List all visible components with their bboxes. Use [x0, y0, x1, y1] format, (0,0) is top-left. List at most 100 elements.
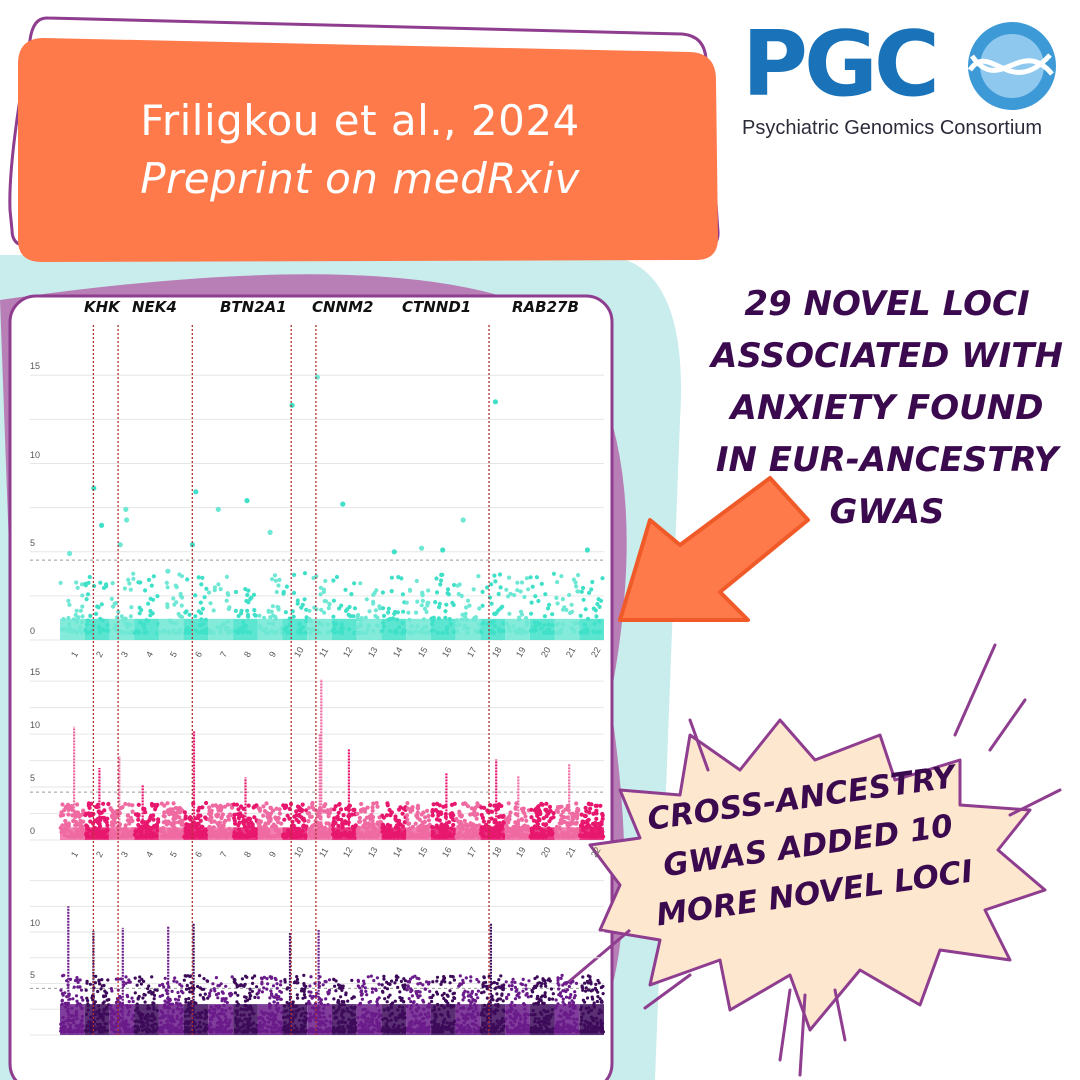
snp-point — [595, 601, 600, 607]
snp-point — [465, 598, 471, 603]
snp-band — [455, 618, 481, 640]
snp-point — [193, 593, 198, 598]
snp-point — [218, 587, 223, 592]
snp-point — [249, 595, 254, 600]
snp-point — [204, 800, 209, 806]
snp-point — [270, 577, 275, 582]
snp-point — [271, 984, 276, 988]
snp-point — [435, 979, 439, 983]
snp-point — [83, 583, 88, 588]
snp-point — [385, 801, 390, 806]
snp-point — [400, 592, 405, 597]
snp-band — [356, 1004, 382, 1035]
snp-point — [284, 584, 289, 589]
snp-point — [479, 805, 484, 810]
snp-point — [399, 979, 403, 984]
snp-band — [158, 618, 184, 640]
snp-point — [332, 807, 337, 812]
snp-point — [405, 813, 410, 818]
snp-point — [182, 810, 187, 815]
snp-point — [476, 989, 480, 993]
snp-point — [222, 804, 227, 809]
snp-point — [388, 982, 392, 987]
snp-point — [127, 1000, 131, 1004]
snp-point — [519, 580, 525, 585]
snp-point — [413, 821, 418, 826]
snp-point — [380, 590, 385, 595]
snp-point — [163, 976, 167, 980]
snp-point — [97, 979, 101, 983]
snp-point — [547, 602, 552, 607]
snp-point — [506, 594, 511, 599]
snp-point — [346, 999, 350, 1003]
snp-point — [63, 805, 68, 810]
snp-point — [139, 607, 144, 613]
peak-point — [123, 506, 129, 512]
snp-point — [499, 974, 503, 978]
snp-band — [183, 1004, 209, 1035]
peak-point — [244, 498, 250, 504]
snp-point — [418, 981, 422, 985]
snp-point — [436, 813, 441, 818]
snp-point — [352, 581, 357, 586]
snp-point — [183, 814, 188, 819]
snp-point — [420, 593, 425, 598]
snp-point — [435, 801, 440, 807]
snp-point — [471, 587, 476, 592]
snp-point — [401, 985, 405, 989]
snp-point — [158, 983, 162, 988]
snp-point — [407, 997, 411, 1001]
snp-point — [291, 590, 297, 596]
snp-point — [544, 801, 549, 806]
snp-point — [113, 811, 118, 816]
snp-band — [233, 618, 258, 640]
snp-point — [230, 975, 234, 979]
snp-point — [208, 812, 213, 817]
snp-point — [406, 821, 411, 827]
snp-point — [180, 984, 184, 988]
snp-point — [398, 990, 402, 994]
snp-point — [295, 975, 299, 979]
snp-point — [112, 816, 117, 821]
snp-point — [339, 603, 344, 608]
snp-point — [302, 818, 307, 823]
snp-point — [485, 585, 490, 590]
snp-point — [110, 581, 115, 586]
snp-band — [430, 827, 456, 840]
snp-point — [599, 822, 604, 827]
snp-point — [573, 580, 578, 585]
snp-point — [371, 801, 376, 806]
snp-point — [136, 817, 141, 822]
snp-point — [442, 996, 446, 1001]
snp-band — [430, 618, 456, 640]
snp-point — [220, 812, 225, 817]
snp-point — [265, 810, 270, 816]
snp-point — [414, 813, 419, 818]
snp-point — [415, 599, 420, 604]
snp-point — [211, 608, 216, 613]
snp-point — [208, 601, 213, 606]
peak-point — [419, 545, 425, 551]
snp-point — [161, 813, 166, 819]
snp-point — [269, 989, 273, 993]
snp-band — [332, 618, 357, 640]
snp-point — [130, 809, 135, 814]
snp-point — [179, 822, 184, 827]
snp-point — [469, 979, 473, 983]
arrow-icon — [618, 476, 810, 622]
snp-point — [529, 815, 534, 820]
snp-point — [136, 802, 141, 807]
snp-point — [472, 809, 477, 814]
snp-point — [211, 982, 215, 986]
snp-band — [480, 827, 506, 840]
snp-point — [474, 816, 479, 821]
snp-point — [109, 820, 114, 825]
snp-point — [307, 811, 312, 816]
snp-point — [536, 807, 542, 813]
snp-point — [151, 817, 156, 822]
snp-point — [417, 977, 421, 981]
snp-point — [75, 977, 79, 982]
snp-point — [226, 606, 231, 612]
snp-point — [74, 994, 79, 998]
snp-point — [202, 595, 207, 600]
